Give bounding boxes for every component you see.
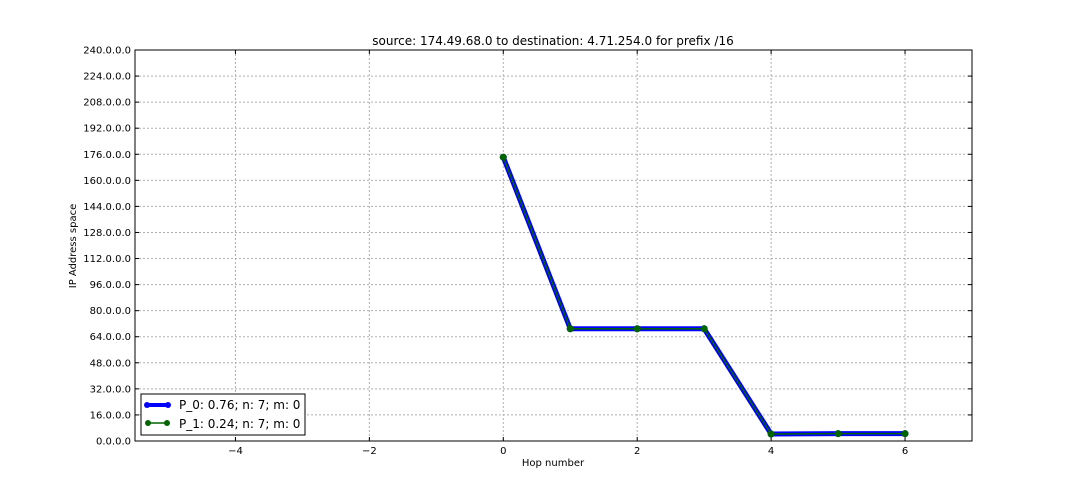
x-tick-label: 0 [500, 446, 506, 457]
axis-ticks: −4 −2 0 2 4 6 0.0.0.0 16.0.0.0 32.0.0.0 48.0.0.0 6… [83, 46, 972, 457]
x-tick-label: 4 [768, 446, 774, 457]
legend-marker-p1-a [145, 420, 151, 426]
grid [135, 49, 972, 442]
series-1-point [633, 325, 641, 333]
legend-box [140, 393, 306, 436]
x-tick-label: −2 [362, 446, 377, 457]
y-tick-label: 0.0.0.0 [96, 437, 131, 448]
y-tick-label: 160.0.0.0 [83, 176, 131, 187]
legend-marker-p0-a [144, 402, 150, 408]
y-tick-label: 128.0.0.0 [83, 228, 131, 239]
y-tick-label: 32.0.0.0 [90, 384, 131, 395]
plot-frame [134, 49, 973, 442]
y-tick-label: 96.0.0.0 [90, 280, 131, 291]
x-tick-label: 2 [634, 446, 640, 457]
series-1-point [700, 325, 708, 333]
y-tick-label: 112.0.0.0 [83, 254, 131, 265]
y-tick-label: 64.0.0.0 [90, 332, 131, 343]
x-tick-label: −4 [228, 446, 243, 457]
y-tick-label: 240.0.0.0 [83, 46, 131, 57]
legend-label-p1: P_1: 0.24; n: 7; m: 0 [179, 417, 300, 431]
chart-title: source: 174.49.68.0 to destination: 4.71… [372, 34, 733, 48]
y-axis-label: IP Address space [68, 204, 79, 289]
series-1-point [566, 325, 574, 333]
y-tick-label: 176.0.0.0 [83, 150, 131, 161]
series-1-point [767, 430, 775, 438]
legend: P_0: 0.76; n: 7; m: 0 P_1: 0.24; n: 7; m… [140, 393, 306, 436]
series-1-point [901, 430, 909, 438]
y-tick-label: 48.0.0.0 [90, 358, 131, 369]
legend-label-p0: P_0: 0.76; n: 7; m: 0 [179, 398, 300, 412]
legend-marker-p0-b [165, 402, 171, 408]
y-tick-label: 16.0.0.0 [90, 410, 131, 421]
series-1-point [834, 430, 842, 438]
x-tick-label: 6 [902, 446, 908, 457]
series-layer [499, 153, 909, 438]
y-tick-label: 224.0.0.0 [83, 72, 131, 83]
x-axis-label: Hop number [522, 458, 585, 469]
legend-marker-p1-b [164, 420, 170, 426]
y-tick-label: 144.0.0.0 [83, 202, 131, 213]
y-tick-label: 192.0.0.0 [83, 124, 131, 135]
series-1-point [499, 153, 507, 161]
y-tick-label: 80.0.0.0 [90, 306, 131, 317]
y-tick-label: 208.0.0.0 [83, 98, 131, 109]
